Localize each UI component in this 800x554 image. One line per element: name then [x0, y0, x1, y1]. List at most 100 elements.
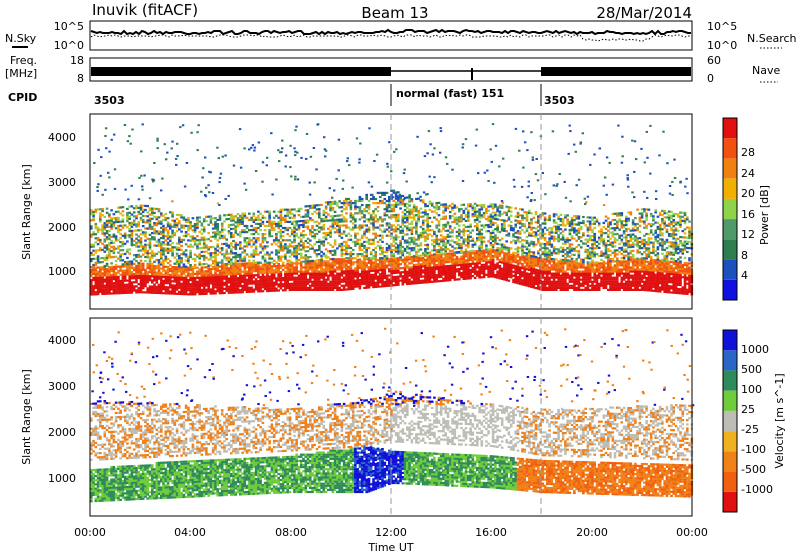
- echo-point: [280, 215, 283, 217]
- echo-point: [162, 251, 165, 253]
- echo-point: [169, 292, 172, 294]
- echo-point: [302, 242, 305, 244]
- echo-point: [329, 258, 332, 260]
- echo-point: [149, 277, 152, 279]
- echo-point: [257, 233, 260, 235]
- echo-point: [528, 181, 530, 183]
- echo-point: [205, 220, 208, 222]
- echo-point: [291, 241, 294, 243]
- echo-point: [614, 266, 617, 268]
- echo-point: [433, 260, 436, 262]
- echo-point: [609, 277, 612, 279]
- echo-point: [345, 272, 348, 274]
- echo-point: [149, 271, 152, 273]
- echo-point: [165, 260, 168, 262]
- echo-point: [131, 287, 134, 289]
- echo-point: [605, 283, 608, 285]
- echo-point: [115, 248, 118, 250]
- echo-point: [456, 262, 459, 264]
- echo-point: [286, 233, 289, 235]
- echo-point: [444, 273, 447, 275]
- echo-point: [535, 287, 538, 289]
- echo-point: [122, 249, 125, 251]
- echo-point: [517, 254, 520, 256]
- echo-point: [153, 261, 156, 263]
- echo-point: [623, 279, 626, 281]
- echo-point: [526, 278, 529, 280]
- echo-point: [467, 261, 470, 263]
- echo-point: [232, 262, 235, 264]
- echo-point: [207, 224, 210, 226]
- echo-point: [192, 217, 195, 219]
- echo-point: [587, 281, 590, 283]
- echo-point: [492, 261, 495, 263]
- echo-point: [365, 283, 368, 285]
- echo-point: [298, 210, 301, 212]
- echo-point: [589, 285, 592, 287]
- echo-point: [162, 274, 165, 276]
- echo-point: [255, 245, 258, 247]
- echo-point: [239, 223, 242, 225]
- echo-point: [210, 276, 213, 278]
- echo-point: [487, 265, 490, 267]
- echo-point: [323, 271, 326, 273]
- echo-point: [113, 246, 116, 248]
- echo-point: [275, 271, 278, 273]
- echo-point: [232, 271, 235, 273]
- echo-point: [300, 220, 303, 222]
- echo-point: [498, 165, 500, 167]
- echo-point: [679, 278, 682, 280]
- echo-point: [198, 257, 201, 259]
- echo-point: [354, 273, 357, 275]
- echo-point: [343, 285, 346, 287]
- echo-point: [345, 288, 348, 290]
- echo-point: [126, 212, 129, 214]
- echo-point: [146, 219, 149, 221]
- echo-point: [257, 253, 260, 255]
- echo-point: [146, 250, 149, 252]
- echo-point: [142, 281, 145, 283]
- echo-point: [388, 141, 390, 143]
- echo-point: [280, 219, 283, 221]
- echo-point: [280, 287, 283, 289]
- echo-point: [514, 267, 517, 269]
- echo-point: [253, 264, 256, 266]
- echo-point: [397, 276, 400, 278]
- echo-point: [189, 291, 192, 293]
- echo-point: [246, 217, 249, 219]
- echo-point: [235, 246, 238, 248]
- echo-point: [286, 263, 289, 265]
- echo-point: [271, 286, 274, 288]
- echo-point: [616, 268, 619, 270]
- echo-point: [286, 283, 289, 285]
- echo-point: [228, 257, 231, 259]
- echo-point: [264, 262, 267, 264]
- echo-point: [126, 271, 129, 273]
- echo-point: [216, 278, 219, 280]
- echo-point: [205, 263, 208, 265]
- echo-point: [264, 288, 267, 290]
- echo-point: [487, 270, 490, 272]
- echo-point: [104, 259, 107, 261]
- echo-point: [180, 271, 183, 273]
- echo-point: [219, 251, 222, 253]
- echo-point: [444, 259, 447, 261]
- echo-point: [327, 287, 330, 289]
- echo-point: [492, 271, 495, 273]
- echo-point: [101, 277, 104, 279]
- echo-point: [551, 287, 554, 289]
- echo-point: [293, 237, 296, 239]
- echo-point: [113, 225, 116, 227]
- echo-point: [205, 289, 208, 291]
- echo-point: [264, 233, 267, 235]
- echo-point: [365, 287, 368, 289]
- echo-point: [160, 189, 162, 191]
- echo-point: [253, 262, 256, 264]
- echo-point: [657, 272, 660, 274]
- echo-point: [688, 289, 691, 291]
- echo-point: [259, 276, 262, 278]
- echo-point: [582, 275, 585, 277]
- echo-point: [492, 251, 495, 253]
- echo-point: [555, 283, 558, 285]
- echo-point: [95, 258, 98, 260]
